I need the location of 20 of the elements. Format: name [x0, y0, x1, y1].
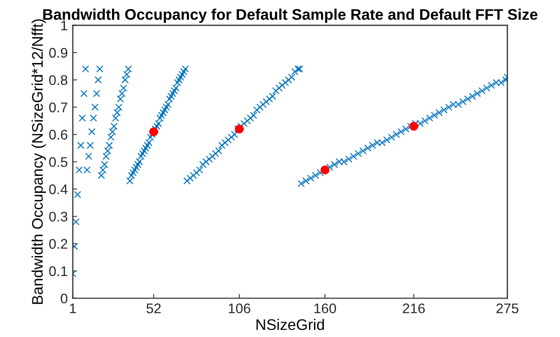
x-tick-label: 1	[70, 304, 76, 314]
x-axis-title: NSizeGrid	[256, 318, 324, 330]
y-tick-label: 0.2	[49, 238, 68, 249]
x-tick-label: 52	[146, 303, 161, 314]
x-tick-label: 106	[228, 303, 250, 314]
x-tick-label: 216	[402, 303, 425, 314]
y-tick-label: 0.3	[49, 212, 68, 222]
x-tick-label: 160	[314, 303, 336, 314]
y-tick-label: 0.4	[49, 184, 68, 194]
y-axis-title: Bandwidth Occupancy (NSizeGrid*12/Nfft)	[32, 19, 46, 304]
y-tick-label: 0.6	[49, 130, 68, 140]
y-tick-label: 0.5	[49, 157, 68, 167]
x-tick-label: 275	[496, 303, 518, 314]
y-tick-label: 0.1	[49, 266, 68, 276]
point	[234, 124, 244, 134]
y-tick-label: 0.8	[49, 75, 68, 86]
y-tick-label: 1	[61, 20, 68, 30]
y-tick-label: 0.9	[49, 48, 68, 58]
y-tick-label: 0.7	[49, 102, 68, 112]
y-tick-label: 0	[60, 294, 68, 304]
